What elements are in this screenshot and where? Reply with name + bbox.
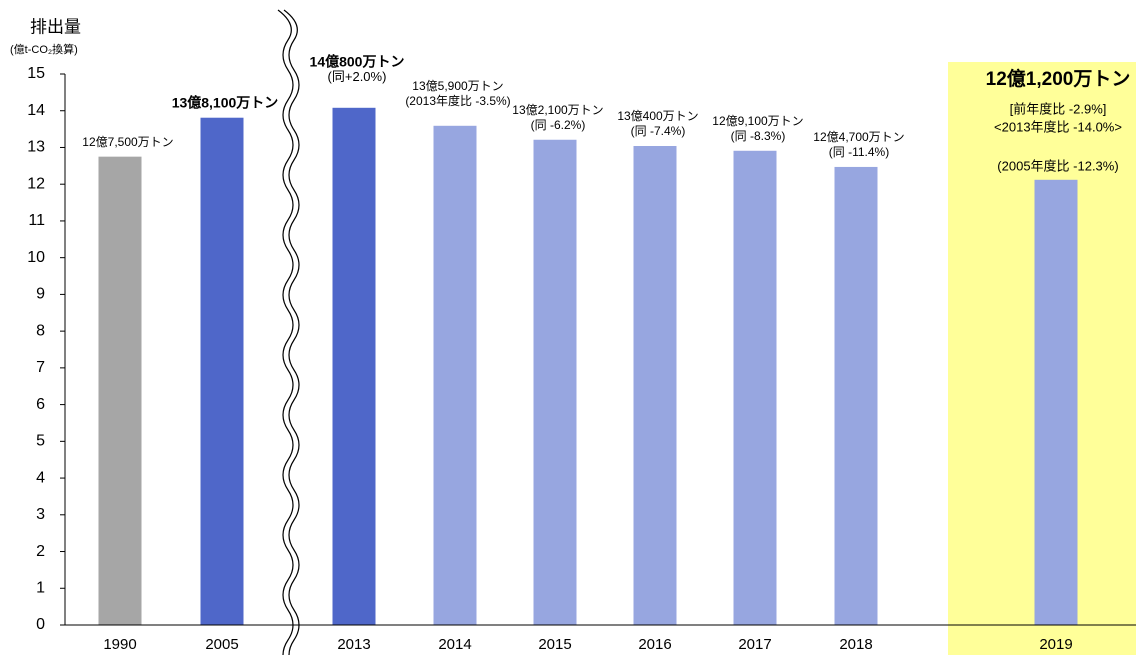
y-tick-label: 3: [36, 506, 45, 523]
y-tick-label: 15: [27, 65, 45, 82]
value-label: 12億7,500万トン: [82, 135, 173, 149]
x-tick-label: 2014: [438, 636, 471, 653]
y-tick-label: 8: [36, 322, 45, 339]
value-label: 12億4,700万トン: [813, 130, 904, 144]
note: <2013年度比 -14.0%>: [994, 119, 1122, 134]
y-tick-label: 12: [27, 175, 45, 192]
x-tick-label: 2019: [1039, 636, 1072, 653]
bar: [200, 117, 244, 625]
x-tick-label: 2016: [638, 636, 671, 653]
y-tick-label: 6: [36, 396, 45, 413]
y-tick-label: 1: [36, 579, 45, 596]
y-tick-label: 9: [36, 286, 45, 303]
y-tick-label: 0: [36, 616, 45, 633]
note: (同 -7.4%): [631, 124, 686, 138]
note: (同+2.0%): [328, 69, 387, 84]
bar: [733, 150, 777, 626]
y-tick-label: 11: [28, 212, 45, 229]
bar: [98, 156, 142, 625]
note: (同 -6.2%): [531, 118, 586, 132]
x-tick-label: 2018: [839, 636, 872, 653]
y-tick-label: 10: [27, 249, 45, 266]
y-tick-label: 5: [36, 433, 45, 450]
value-label: 13億2,100万トン: [512, 103, 603, 117]
note: (2005年度比 ‑12.3%): [997, 158, 1118, 173]
note: (同 -11.4%): [829, 145, 889, 159]
y-tick-label: 7: [36, 359, 45, 376]
axis-break: [277, 9, 294, 655]
value-label: 13億400万トン: [617, 109, 698, 123]
y-tick-label: 13: [27, 139, 45, 156]
note: (2013年度比 -3.5%): [405, 93, 510, 108]
value-label: 13億8,100万トン: [172, 94, 279, 110]
y-axis-label: 排出量: [30, 17, 81, 36]
axis-break: [283, 9, 300, 655]
value-label: 12億9,100万トン: [712, 114, 803, 128]
y-axis-unit: (億t-CO₂換算): [10, 42, 78, 56]
note: (同 -8.3%): [731, 129, 786, 143]
x-tick-label: 1990: [103, 636, 136, 653]
y-tick-label: 2: [36, 543, 45, 560]
y-tick-label: 4: [36, 469, 45, 486]
bar: [332, 107, 376, 625]
x-tick-label: 2015: [538, 636, 571, 653]
value-label: 13億5,900万トン: [412, 79, 503, 93]
bar: [433, 125, 477, 625]
value-label: 14億800万トン: [310, 53, 405, 69]
note: [前年度比 -2.9%]: [1010, 101, 1107, 116]
value-label: 12億1,200万トン: [986, 67, 1131, 90]
x-tick-label: 2013: [337, 636, 370, 653]
bar: [834, 166, 878, 625]
y-tick-label: 14: [27, 102, 45, 119]
bar: [1034, 179, 1078, 626]
x-tick-label: 2017: [738, 636, 771, 653]
bar: [633, 145, 677, 626]
bar: [533, 139, 577, 625]
x-tick-label: 2005: [205, 636, 238, 653]
